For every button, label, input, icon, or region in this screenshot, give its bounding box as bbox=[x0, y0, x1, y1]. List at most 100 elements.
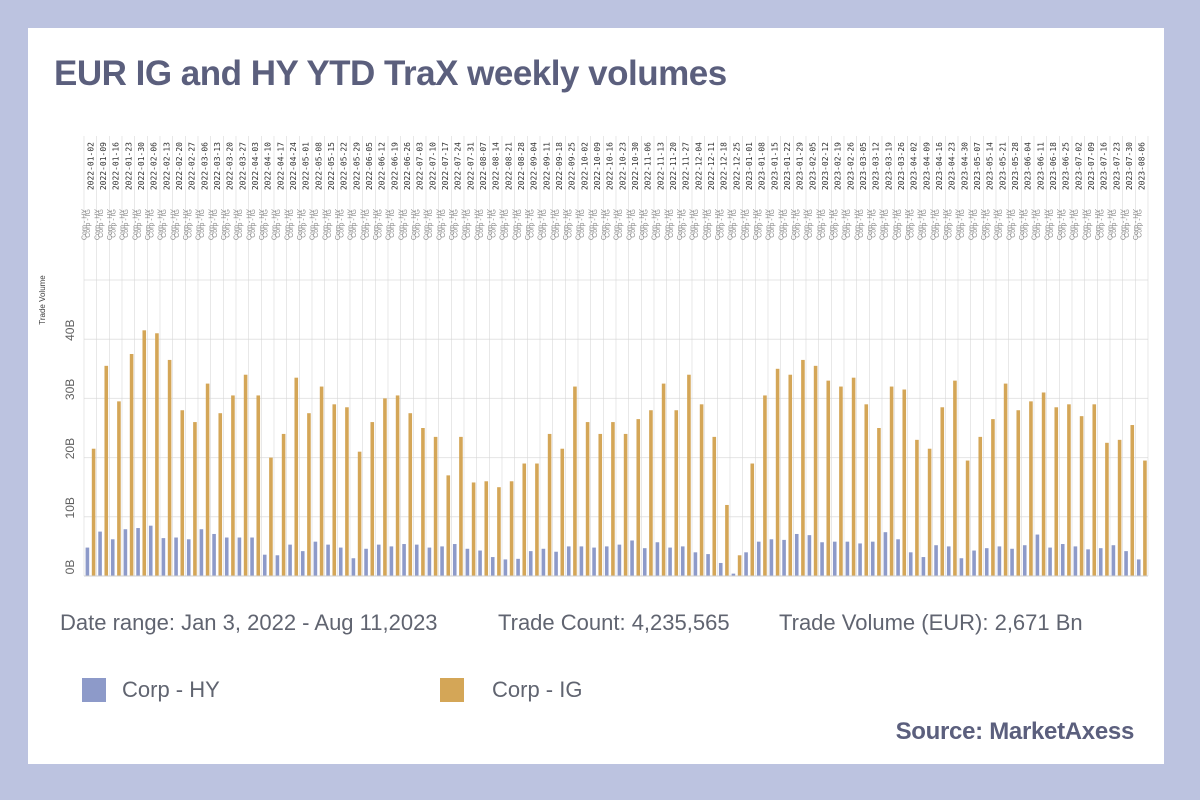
bar-hy bbox=[250, 537, 254, 576]
bar-ig bbox=[1079, 416, 1084, 576]
bar-ig bbox=[1143, 460, 1147, 576]
bar-ig bbox=[1054, 407, 1059, 576]
bar-hy bbox=[288, 544, 292, 576]
bar-hy bbox=[98, 531, 102, 576]
x-tick-label: 2022-05-01 bbox=[302, 142, 311, 190]
x-sublabel: Corp - HY bbox=[196, 209, 203, 240]
x-sublabel: Corp - IG bbox=[364, 209, 371, 238]
bar-hy bbox=[224, 537, 229, 576]
bar-hy bbox=[541, 548, 546, 576]
x-sublabel: Corp - IG bbox=[440, 209, 447, 238]
x-sublabel: Corp - HY bbox=[791, 209, 798, 240]
x-sublabel: Corp - IG bbox=[415, 209, 422, 238]
bar-ig bbox=[1117, 439, 1122, 576]
x-sublabel: Corp - IG bbox=[1035, 209, 1042, 238]
x-sublabel: Corp - IG bbox=[1010, 209, 1017, 238]
x-tick-label: 2022-05-22 bbox=[340, 142, 349, 190]
x-tick-label: 2022-11-27 bbox=[682, 142, 691, 190]
bar-ig bbox=[459, 436, 463, 576]
x-sublabel: Corp - IG bbox=[453, 209, 460, 238]
x-sublabel: Corp - IG bbox=[833, 209, 840, 238]
x-sublabel: Corp - IG bbox=[1099, 209, 1106, 238]
x-tick-label: 2022-10-30 bbox=[631, 142, 640, 190]
x-tick-label: 2023-08-06 bbox=[1138, 142, 1147, 190]
x-sublabel: Corp - HY bbox=[449, 209, 456, 240]
x-sublabel: Corp - IG bbox=[605, 209, 612, 238]
y-axis-title: Trade Volume bbox=[38, 275, 47, 325]
x-tick-label: 2022-07-17 bbox=[441, 142, 450, 190]
bar-ig bbox=[598, 433, 603, 576]
x-sublabel: Corp - IG bbox=[959, 209, 966, 238]
x-sublabel: Corp - IG bbox=[845, 209, 852, 238]
x-sublabel: Corp - HY bbox=[348, 209, 355, 240]
x-tick-label: 2022-08-21 bbox=[504, 142, 513, 190]
bar-ig bbox=[433, 436, 438, 576]
x-sublabel: Corp - IG bbox=[1124, 209, 1131, 238]
bar-hy bbox=[1098, 548, 1103, 576]
x-sublabel: Corp - HY bbox=[968, 209, 975, 240]
x-sublabel: Corp - HY bbox=[766, 209, 773, 240]
legend-swatch-ig bbox=[440, 678, 464, 702]
bar-ig bbox=[965, 460, 970, 576]
x-tick-label: 2023-05-14 bbox=[986, 142, 995, 190]
bar-ig bbox=[117, 401, 121, 576]
bar-hy bbox=[680, 546, 685, 576]
bar-ig bbox=[357, 451, 362, 576]
bar-hy bbox=[706, 554, 710, 576]
chart-card: EUR IG and HY YTD TraX weekly volumes 0B… bbox=[28, 28, 1164, 764]
x-tick-label: 2022-05-08 bbox=[314, 142, 323, 190]
x-sublabel: Corp - HY bbox=[500, 209, 507, 240]
bar-ig bbox=[269, 457, 273, 576]
bar-ig bbox=[1003, 383, 1008, 576]
x-tick-label: 2022-09-25 bbox=[568, 142, 577, 190]
bar-ig bbox=[826, 380, 831, 576]
trade-volume-text: Trade Volume (EUR): 2,671 Bn bbox=[779, 610, 1083, 635]
x-sublabel: Corp - IG bbox=[161, 209, 168, 238]
x-tick-label: 2022-10-02 bbox=[580, 142, 589, 190]
bar-ig bbox=[953, 380, 957, 576]
x-tick-label: 2022-02-20 bbox=[175, 142, 184, 190]
bar-ig bbox=[1130, 425, 1135, 576]
x-tick-label: 2023-07-02 bbox=[1074, 142, 1083, 190]
bar-ig bbox=[484, 481, 489, 576]
x-sublabel: Corp - IG bbox=[997, 209, 1004, 238]
bar-hy bbox=[579, 546, 584, 576]
x-tick-label: 2022-11-06 bbox=[644, 142, 653, 190]
bar-ig bbox=[864, 404, 869, 576]
x-sublabel: Corp - HY bbox=[335, 209, 342, 240]
bar-ig bbox=[497, 487, 501, 576]
bar-ig bbox=[205, 383, 210, 576]
x-sublabel: Corp - IG bbox=[288, 209, 295, 238]
bar-hy bbox=[490, 557, 495, 576]
x-sublabel: Corp - IG bbox=[1111, 209, 1118, 238]
x-sublabel: Corp - IG bbox=[655, 209, 662, 238]
x-tick-label: 2022-11-13 bbox=[656, 142, 665, 190]
x-sublabel: Corp - HY bbox=[234, 209, 241, 240]
x-sublabel: Corp - HY bbox=[563, 209, 570, 240]
x-sublabel: Corp - IG bbox=[427, 209, 434, 238]
bar-ig bbox=[231, 395, 235, 576]
x-sublabel: Corp - HY bbox=[538, 209, 545, 240]
bar-ig bbox=[1105, 442, 1109, 576]
x-sublabel: Corp - IG bbox=[883, 209, 890, 238]
x-sublabel: Corp - HY bbox=[322, 209, 329, 240]
x-sublabel: Corp - HY bbox=[462, 209, 469, 240]
x-tick-label: 2022-08-14 bbox=[492, 142, 501, 190]
bar-ig bbox=[256, 395, 261, 576]
bar-hy bbox=[1048, 547, 1052, 576]
x-sublabel: Corp - IG bbox=[567, 209, 574, 238]
x-tick-label: 2022-06-26 bbox=[403, 142, 412, 190]
x-sublabel: Corp - HY bbox=[272, 209, 279, 240]
x-sublabel: Corp - IG bbox=[402, 209, 409, 238]
bar-ig bbox=[813, 365, 818, 576]
x-tick-label: 2022-05-15 bbox=[327, 142, 336, 190]
x-sublabel: Corp - IG bbox=[719, 209, 726, 238]
x-tick-label: 2022-02-13 bbox=[162, 142, 171, 190]
x-sublabel: Corp - HY bbox=[550, 209, 557, 240]
x-tick-label: 2022-04-03 bbox=[251, 142, 260, 190]
x-sublabel: Corp - HY bbox=[601, 209, 608, 240]
bar-hy bbox=[528, 551, 533, 576]
x-sublabel: Corp - IG bbox=[212, 209, 219, 238]
x-sublabel: Corp - HY bbox=[715, 209, 722, 240]
x-sublabel: Corp - IG bbox=[313, 209, 320, 238]
